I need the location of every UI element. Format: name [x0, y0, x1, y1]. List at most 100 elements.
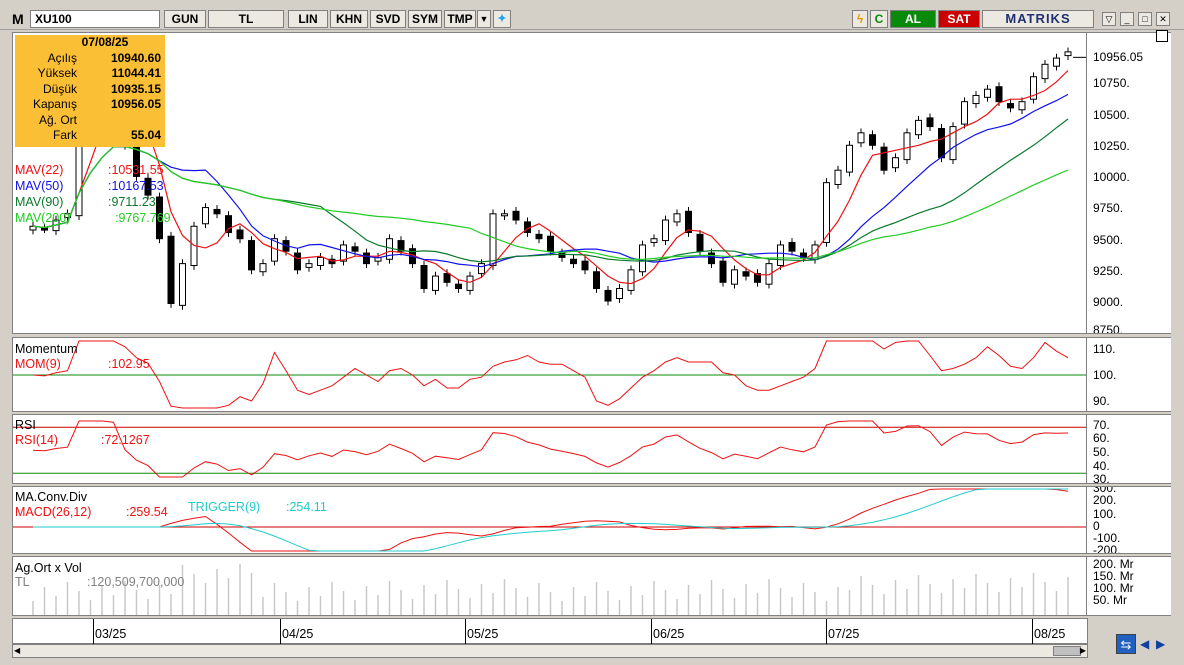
- rsi-axis-label: 40.: [1093, 459, 1110, 473]
- candle-body: [29, 225, 37, 231]
- date-label: 06/25: [653, 627, 685, 641]
- price-axis-label: 9500.: [1093, 233, 1124, 247]
- momentum-axis: 110. 100. 90.: [1086, 338, 1171, 411]
- candle-body: [443, 273, 451, 283]
- price-axis: 10956.05 10750. 10500. 10250. 10000. 975…: [1086, 33, 1171, 333]
- candle-body: [144, 177, 152, 196]
- mav22-label: MAV(22): [15, 163, 64, 177]
- symbol-field[interactable]: XU100: [30, 10, 160, 28]
- candle-body: [834, 169, 842, 186]
- scroll-right-icon[interactable]: ▶: [1079, 646, 1086, 655]
- candle-body: [731, 269, 738, 285]
- twitter-icon[interactable]: ✦: [493, 10, 511, 28]
- volume-axis: 200. Mr 150. Mr 100. Mr 50. Mr: [1086, 557, 1171, 615]
- price-axis-label: 9000.: [1093, 295, 1124, 309]
- momentum-panel[interactable]: [12, 337, 1171, 412]
- menu-icon[interactable]: ▽: [1102, 12, 1116, 26]
- minimize-icon[interactable]: _: [1120, 12, 1134, 26]
- mom-axis-label: 110.: [1093, 342, 1116, 356]
- sell-button[interactable]: SAT: [938, 10, 980, 28]
- mom-axis-label: 90.: [1093, 394, 1110, 408]
- candle-body: [294, 252, 301, 271]
- momentum-chart[interactable]: [13, 338, 1087, 411]
- dropdown-icon[interactable]: ▼: [477, 10, 491, 28]
- lin-button[interactable]: LIN: [288, 10, 328, 28]
- candle-body: [397, 240, 405, 252]
- macd-chart[interactable]: [13, 487, 1087, 553]
- candle-body: [673, 213, 681, 223]
- macd-title: MA.Conv.Div: [15, 490, 88, 504]
- maximize-icon[interactable]: □: [1138, 12, 1152, 26]
- rsi-panel[interactable]: [12, 414, 1171, 484]
- close-icon[interactable]: ✕: [1156, 12, 1170, 26]
- candle-body: [489, 213, 497, 266]
- tmp-button[interactable]: TMP: [444, 10, 476, 28]
- trigger-value: :254.11: [286, 500, 327, 514]
- candle-body: [236, 229, 244, 240]
- candle-body: [512, 210, 520, 221]
- horizontal-scrollbar[interactable]: ◀ ▶: [12, 644, 1088, 658]
- rsi-chart[interactable]: [13, 415, 1087, 483]
- candle-body: [305, 263, 313, 268]
- macd-line: [33, 488, 1069, 552]
- candle-body: [627, 269, 635, 291]
- mav22-value: :10531.55: [108, 163, 164, 177]
- sym-button[interactable]: SYM: [408, 10, 442, 28]
- candle-body: [1041, 63, 1049, 80]
- volume-panel[interactable]: [12, 556, 1171, 616]
- currency-button[interactable]: TL: [208, 10, 284, 28]
- khn-button[interactable]: KHN: [330, 10, 368, 28]
- candle-body: [754, 273, 761, 283]
- candle-body: [926, 117, 934, 128]
- date-label: 08/25: [1034, 627, 1066, 641]
- scroll-left-icon[interactable]: ◀: [14, 646, 21, 655]
- mav50-label: MAV(50): [15, 179, 64, 193]
- buy-button[interactable]: AL: [890, 10, 936, 28]
- refresh-icon[interactable]: C: [870, 10, 888, 28]
- info-diff-label: Fark: [53, 128, 77, 142]
- scroll-thumb[interactable]: [1053, 646, 1081, 656]
- candle-body: [225, 215, 232, 233]
- svd-button[interactable]: SVD: [370, 10, 406, 28]
- info-diff-value: 55.04: [130, 128, 161, 142]
- candle-body: [558, 252, 566, 258]
- candle-body: [1030, 76, 1037, 100]
- panel-toggle-icon[interactable]: [1156, 30, 1168, 42]
- sync-icon[interactable]: ⇆: [1116, 634, 1136, 654]
- volume-label: TL: [15, 575, 30, 589]
- price-panel[interactable]: [12, 32, 1171, 334]
- info-open-label: Açılış: [47, 50, 77, 65]
- candle-body: [41, 227, 48, 231]
- nav-buttons: ⇆ ◀ ▶: [1116, 634, 1172, 654]
- prev-icon[interactable]: ◀: [1140, 637, 1150, 651]
- price-chart[interactable]: [13, 33, 1087, 333]
- candle-body: [938, 127, 945, 159]
- price-axis-label: 8750.: [1093, 323, 1124, 333]
- price-axis-label: 10250.: [1093, 139, 1130, 153]
- macd-panel[interactable]: [12, 486, 1171, 554]
- candle-body: [340, 244, 347, 262]
- price-axis-label: 9750.: [1093, 201, 1124, 215]
- candle-body: [650, 238, 658, 243]
- period-button[interactable]: GUN: [164, 10, 206, 28]
- candle-body: [1007, 103, 1014, 109]
- next-icon[interactable]: ▶: [1156, 637, 1166, 651]
- lightning-icon[interactable]: ϟ: [852, 10, 868, 28]
- vol-axis-label: 150. Mr: [1093, 569, 1134, 583]
- mav-line: [32, 145, 1069, 261]
- rsi-axis-label: 60.: [1093, 431, 1110, 445]
- mav200-label: MAV(200): [15, 211, 71, 225]
- candle-body: [765, 263, 773, 285]
- volume-chart[interactable]: [13, 557, 1087, 615]
- momentum-line: [32, 340, 1069, 409]
- momentum-title: Momentum: [15, 342, 78, 356]
- candle-body: [535, 233, 543, 240]
- candle-body: [616, 288, 623, 300]
- candle-body: [604, 289, 612, 302]
- candle-body: [788, 241, 796, 252]
- candle-body: [708, 252, 715, 265]
- vol-axis-label: 200. Mr: [1093, 557, 1134, 571]
- price-axis-label: 10500.: [1093, 108, 1130, 122]
- macd-axis-label: -200.: [1093, 543, 1121, 553]
- date-label: 03/25: [95, 627, 127, 641]
